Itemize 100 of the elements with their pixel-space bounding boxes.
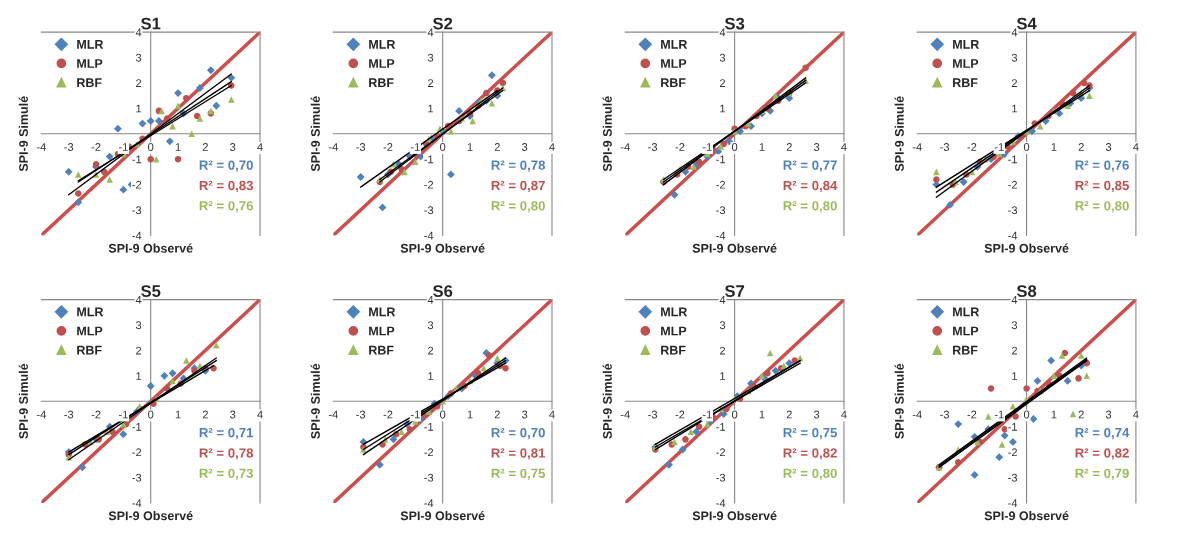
y-tick-label: 2	[136, 346, 142, 355]
x-tick-label: 0	[440, 143, 446, 151]
annotation: R² = 0,70	[491, 427, 545, 440]
y-tick-label: -2	[716, 180, 726, 189]
x-tick-label: 0	[148, 410, 154, 419]
x-tick-label: -3	[648, 410, 658, 419]
y-axis-title: SPI-9 Simulé	[894, 96, 904, 172]
y-tick-label: 4	[719, 295, 726, 304]
legend-label: MLP	[77, 59, 103, 68]
legend-label: RBF	[77, 78, 102, 87]
x-tick-label: 4	[841, 410, 847, 419]
y-tick-label: 1	[720, 104, 726, 113]
x-tick-label: -4	[912, 143, 922, 151]
legend-label: MLR	[661, 40, 688, 49]
annotation: R² = 0,83	[199, 180, 254, 193]
y-tick-label: 2	[719, 346, 726, 355]
y-tick-label: 2	[719, 79, 726, 87]
legend-label: RBF	[661, 78, 686, 87]
x-tick-label: 3	[521, 143, 528, 151]
x-tick-label: 1	[175, 410, 181, 419]
x-tick-label: 3	[1105, 143, 1112, 151]
x-tick-label: 1	[759, 410, 765, 419]
x-tick-label: 2	[202, 143, 208, 151]
annotation: R² = 0,73	[199, 468, 254, 480]
y-tick-label: -3	[424, 206, 434, 215]
y-tick-label: -2	[716, 448, 726, 457]
legend-label: MLR	[661, 307, 688, 317]
x-tick-label: 2	[494, 410, 500, 419]
y-tick-label: 1	[428, 104, 434, 113]
legend-label: MLR	[953, 40, 980, 49]
y-tick-label: -4	[716, 499, 726, 507]
y-tick-label: 3	[135, 53, 142, 62]
chart-title: S6	[432, 285, 453, 297]
annotation: R² = 0,77	[783, 160, 837, 172]
y-tick-label: -3	[716, 206, 726, 215]
x-tick-label: -2	[967, 410, 977, 419]
legend-label: RBF	[369, 78, 394, 87]
x-tick-label: 1	[467, 143, 473, 151]
x-axis-title: SPI-9 Observé	[400, 243, 485, 253]
x-tick-label: -4	[36, 143, 46, 151]
y-tick-label: 2	[428, 346, 434, 355]
x-tick-label: -3	[940, 410, 950, 419]
x-tick-label: 4	[1133, 143, 1139, 151]
legend-label: MLR	[77, 40, 104, 49]
x-tick-label: 3	[521, 410, 528, 419]
x-tick-label: -2	[91, 143, 101, 151]
x-tick-label: -4	[620, 410, 630, 419]
x-axis-title: SPI-9 Observé	[692, 243, 777, 253]
y-tick-label: 4	[1011, 295, 1018, 304]
x-tick-label: -2	[383, 410, 393, 419]
x-tick-label: 2	[786, 410, 792, 419]
y-tick-label: -1	[424, 423, 434, 431]
y-tick-label: -1	[132, 155, 142, 164]
x-tick-label: -3	[648, 143, 658, 151]
chart-title: S3	[724, 17, 745, 30]
y-tick-label: -2	[1008, 180, 1017, 189]
chart-title: S4	[1016, 17, 1037, 30]
legend-label: MLP	[77, 326, 103, 336]
x-tick-label: 4	[549, 410, 555, 419]
y-tick-label: 1	[136, 372, 142, 380]
annotation: R² = 0,75	[491, 468, 546, 480]
x-tick-label: 2	[202, 410, 208, 419]
annotation: R² = 0,80	[491, 201, 545, 213]
x-tick-label: -4	[912, 410, 922, 419]
y-tick-label: -2	[132, 180, 142, 189]
x-tick-label: 1	[1051, 410, 1057, 419]
legend-label: RBF	[369, 345, 394, 355]
legend-label: MLP	[661, 326, 687, 336]
y-tick-label: -4	[1008, 231, 1018, 240]
x-tick-label: -1	[994, 143, 1004, 151]
annotation: R² = 0,82	[783, 448, 837, 460]
x-tick-label: 3	[813, 143, 820, 151]
y-axis-title: SPI-9 Simulé	[18, 96, 28, 172]
annotation: R² = 0,70	[199, 160, 253, 172]
y-tick-label: 3	[719, 53, 726, 62]
y-tick-label: 1	[1012, 104, 1017, 113]
legend-label: MLP	[953, 59, 979, 68]
y-tick-label: -2	[1008, 448, 1017, 457]
y-tick-label: -3	[132, 473, 142, 482]
legend-label: MLR	[77, 307, 104, 317]
y-tick-label: -4	[1008, 499, 1018, 507]
annotation: R² = 0,82	[1075, 448, 1129, 460]
x-tick-label: 2	[1078, 410, 1084, 419]
y-tick-label: -3	[132, 206, 142, 215]
annotation: R² = 0,78	[199, 448, 254, 460]
y-tick-label: -1	[716, 155, 726, 164]
x-tick-label: 4	[841, 143, 847, 151]
x-tick-label: -2	[967, 143, 977, 151]
chart-title: S2	[432, 17, 453, 30]
x-tick-label: -2	[91, 410, 101, 419]
legend-label: MLR	[369, 307, 396, 317]
x-tick-label: 1	[467, 410, 473, 419]
x-tick-label: -3	[64, 143, 74, 151]
x-tick-label: 0	[1023, 410, 1030, 419]
y-tick-label: 2	[1011, 346, 1017, 355]
y-tick-label: -4	[132, 231, 142, 240]
y-tick-label: -1	[1008, 423, 1017, 431]
y-tick-label: 4	[135, 28, 142, 37]
x-tick-label: -2	[675, 410, 685, 419]
x-tick-label: 4	[257, 143, 263, 151]
